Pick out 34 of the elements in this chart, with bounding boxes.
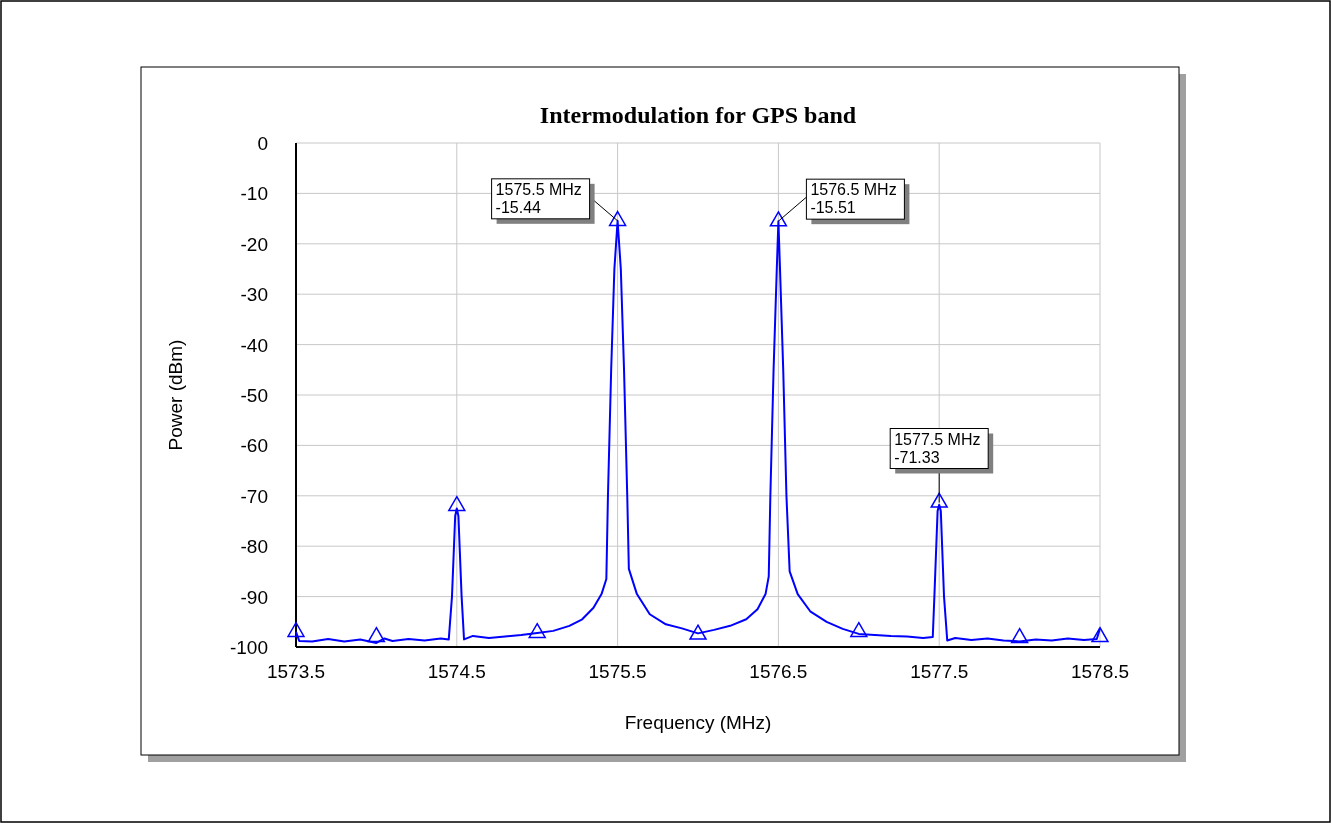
y-tick-label: -90 xyxy=(240,586,268,608)
chart-title: Intermodulation for GPS band xyxy=(539,102,857,128)
y-tick-label: -40 xyxy=(240,334,268,356)
annotation: 1575.5 MHz -15.44 xyxy=(495,180,582,216)
x-tick-label: 1577.5 xyxy=(910,661,969,682)
y-tick-label: -20 xyxy=(240,233,268,255)
y-tick-label: -50 xyxy=(240,385,268,406)
point xyxy=(1010,627,1029,644)
y-tick-label: -70 xyxy=(240,485,268,507)
y-tick-label: 0 xyxy=(257,133,268,154)
y-tick-label: -10 xyxy=(240,183,268,205)
point xyxy=(769,211,788,227)
point xyxy=(448,495,466,512)
y-axis-title: Power (dBm) xyxy=(165,339,186,451)
y-tick-label: -60 xyxy=(240,435,268,457)
point xyxy=(287,621,305,638)
x-tick-label: 1578.5 xyxy=(1070,661,1130,682)
point xyxy=(930,492,948,508)
y-tick-label: -100 xyxy=(229,637,268,658)
point xyxy=(367,626,386,643)
x-tick-label: 1576.5 xyxy=(749,661,808,682)
point xyxy=(689,624,707,640)
x-tick-label: 1573.5 xyxy=(266,661,326,682)
x-tick-label: 1574.5 xyxy=(427,661,486,682)
point xyxy=(1091,626,1109,643)
point xyxy=(528,622,546,639)
point xyxy=(608,210,627,227)
y-tick-label: -80 xyxy=(240,536,268,558)
x-axis-title: Frequency (MHz) xyxy=(624,712,772,733)
annotation: 1576.5 MHz -15.51 xyxy=(810,181,897,217)
annotation: 1577.5 MHz -71.33 xyxy=(894,430,981,466)
y-tick-label: -30 xyxy=(240,284,268,306)
point xyxy=(850,621,868,638)
x-tick-label: 1575.5 xyxy=(588,661,647,682)
